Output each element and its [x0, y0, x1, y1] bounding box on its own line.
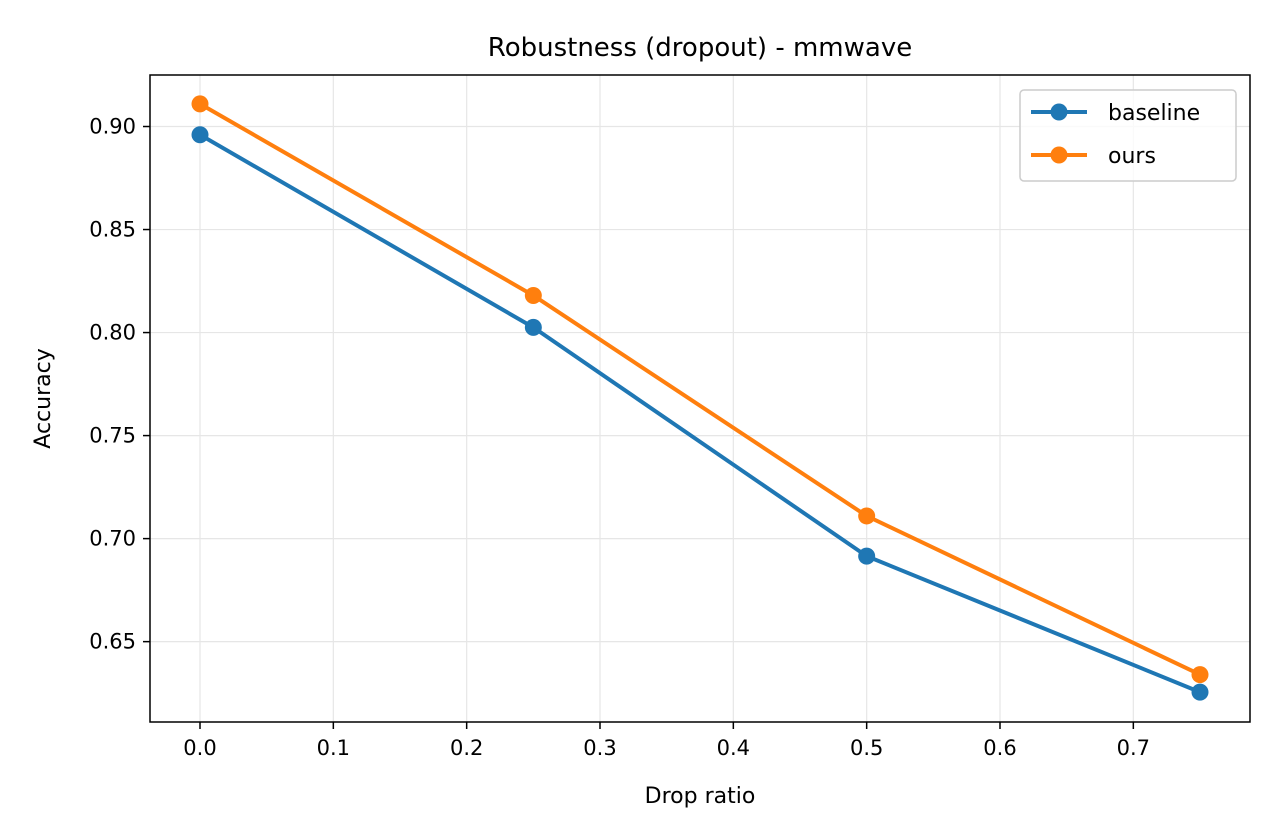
- data-point-baseline: [1191, 683, 1209, 701]
- series-line-baseline: [198, 133, 1201, 694]
- legend-marker-ours: [1050, 146, 1068, 164]
- data-point-baseline: [191, 126, 209, 144]
- grid-lines: [150, 75, 1250, 722]
- y-tick-label: 0.85: [89, 218, 136, 242]
- series-layer: [191, 95, 1209, 701]
- axis-ticks: 0.0 0.1 0.2 0.3 0.4 0.5 0.6 0.7 0.65 0.70 0.75 0.80…: [89, 115, 1150, 760]
- legend-marker-baseline: [1050, 103, 1068, 121]
- y-tick-label: 0.90: [89, 115, 136, 139]
- plot-frame: [149, 74, 1251, 723]
- x-tick-label: 0.0: [183, 736, 216, 760]
- data-point-ours: [1191, 666, 1209, 684]
- y-tick-label: 0.65: [89, 630, 136, 654]
- y-tick-label: 0.70: [89, 527, 136, 551]
- x-tick-label: 0.5: [850, 736, 883, 760]
- x-tick-label: 0.4: [717, 736, 750, 760]
- y-tick-label: 0.80: [89, 321, 136, 345]
- x-tick-label: 0.6: [983, 736, 1016, 760]
- x-axis-title: Drop ratio: [645, 784, 756, 809]
- legend-label-ours: ours: [1108, 144, 1156, 169]
- y-axis-title: Accuracy: [31, 348, 56, 448]
- x-tick-label: 0.7: [1117, 736, 1150, 760]
- legend: baseline ours: [1019, 89, 1237, 182]
- data-point-ours: [524, 286, 542, 304]
- y-tick-label: 0.75: [89, 424, 136, 448]
- data-point-baseline: [524, 318, 542, 336]
- data-point-baseline: [858, 547, 876, 565]
- x-tick-label: 0.2: [450, 736, 483, 760]
- legend-label-baseline: baseline: [1108, 101, 1200, 126]
- data-point-ours: [191, 95, 209, 113]
- data-point-ours: [858, 507, 876, 525]
- x-tick-label: 0.1: [317, 736, 350, 760]
- x-tick-label: 0.3: [583, 736, 616, 760]
- chart-title: Robustness (dropout) - mmwave: [488, 33, 912, 63]
- series-line-ours: [199, 102, 1201, 677]
